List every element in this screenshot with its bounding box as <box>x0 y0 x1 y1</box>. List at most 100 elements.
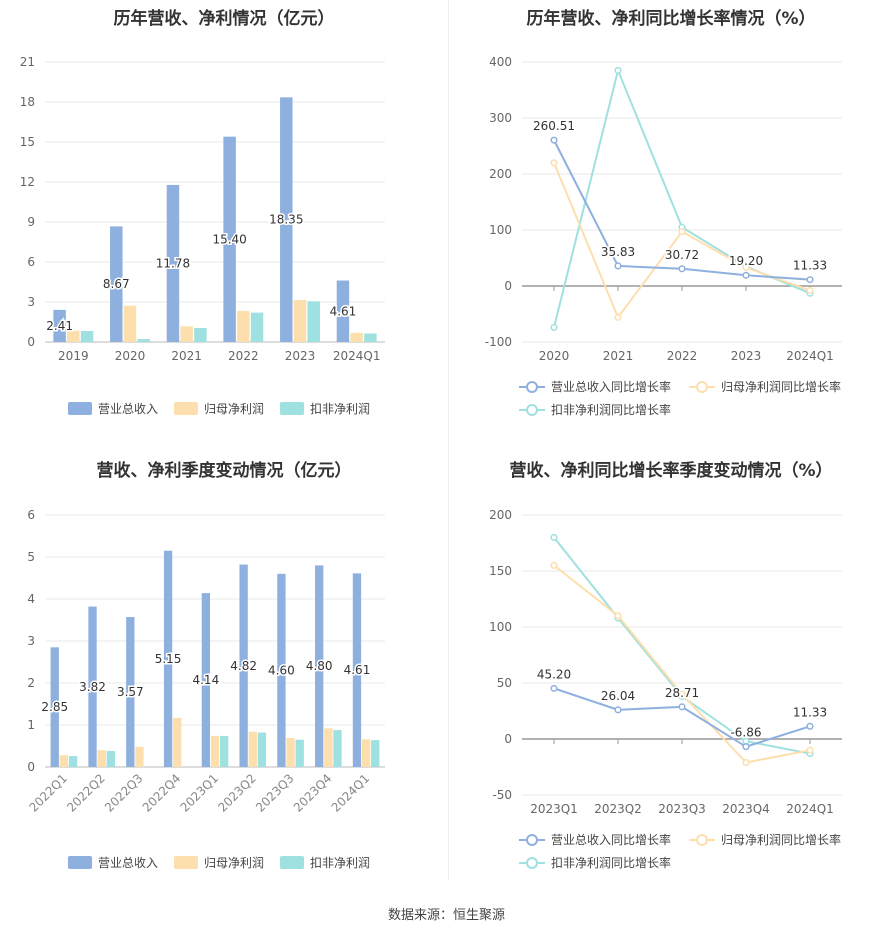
bar-revenue <box>223 136 236 342</box>
legend-label: 归母净利润同比增长率 <box>721 379 841 394</box>
y-tick-label: 0 <box>504 279 512 293</box>
data-label: 4.14 <box>192 673 219 687</box>
quarterly-revenue-profit-panel: 营收、净利季度变动情况（亿元） 0 1 2 3 4 5 6 2022Q1 2.85 2022Q2 3… <box>0 452 448 882</box>
bar-revenue <box>53 309 66 342</box>
x-tick-label: 2023Q4 <box>291 771 335 815</box>
data-label: 4.82 <box>230 659 257 673</box>
data-label: 28.71 <box>665 686 699 700</box>
data-label: 15.40 <box>212 232 246 246</box>
bar-deducted-profit <box>194 328 207 342</box>
x-tick-label: 2019 <box>58 349 89 363</box>
bar-deducted-profit <box>68 756 78 767</box>
legend-swatch <box>280 856 304 869</box>
series-point <box>806 746 814 754</box>
data-label: 19.20 <box>729 254 763 268</box>
chart-title: 营收、净利季度变动情况（亿元） <box>96 461 352 481</box>
center-divider <box>448 0 449 880</box>
x-tick-label: 2023Q1 <box>530 802 578 816</box>
x-tick-label: 2023 <box>731 349 762 363</box>
legend-swatch <box>68 402 92 415</box>
y-tick-label: 15 <box>20 135 35 149</box>
legend-label: 扣非净利润同比增长率 <box>551 402 671 417</box>
y-tick-label: 4 <box>27 592 35 606</box>
x-tick-label: 2024Q1 <box>333 349 381 363</box>
bar-revenue <box>201 593 211 767</box>
data-label: 18.35 <box>269 213 303 227</box>
legend-marker <box>526 381 538 393</box>
chart-title: 历年营收、净利情况（亿元） <box>113 9 335 29</box>
quarterly-growth-panel: 营收、净利同比增长率季度变动情况（%） -50 0 50 100 150 200 2023Q… <box>449 452 893 882</box>
bar-deducted-profit <box>80 331 94 342</box>
bar-net-profit <box>248 731 257 767</box>
legend-label: 扣非净利润 <box>310 402 370 416</box>
bar-deducted-profit <box>106 751 115 767</box>
bar-revenue <box>315 565 324 767</box>
bar-deducted-profit <box>250 312 264 342</box>
series-point <box>806 722 814 730</box>
data-label: 4.61 <box>344 663 371 677</box>
legend-marker <box>696 834 708 846</box>
bar-revenue <box>336 280 350 342</box>
series-point <box>550 684 558 692</box>
series-point <box>742 743 750 751</box>
annual-growth-chart: -100 0 100 200 300 400 2020 2021 2022 2023 2024Q1 2… <box>485 55 842 417</box>
chart-title: 营收、净利同比增长率季度变动情况（%） <box>509 461 833 481</box>
bar-net-profit <box>237 310 250 342</box>
y-tick-label: 18 <box>20 95 35 109</box>
series-point <box>550 561 558 569</box>
series-point <box>614 262 622 270</box>
series-point <box>550 533 558 541</box>
bar-net-profit <box>97 750 106 767</box>
annual-revenue-profit-chart: 0 3 6 9 12 15 18 21 2019 2.41 2020 8.67 2021 11.78 202… <box>20 55 385 416</box>
bar-deducted-profit <box>137 339 150 342</box>
y-tick-label: 400 <box>489 55 512 69</box>
legend-label: 营业总收入 <box>98 856 158 870</box>
x-tick-label: 2020 <box>539 349 570 363</box>
data-label: 4.61 <box>330 304 357 318</box>
x-tick-label: 2023Q3 <box>658 802 706 816</box>
series-point <box>614 66 622 74</box>
x-tick-label: 2023 <box>285 349 316 363</box>
series-point <box>614 612 622 620</box>
data-label: 8.67 <box>103 277 130 291</box>
data-label: 3.57 <box>117 685 144 699</box>
bar-deducted-profit <box>219 735 229 767</box>
series-point <box>614 706 622 714</box>
series-point <box>678 690 686 698</box>
y-tick-label: 100 <box>489 620 512 634</box>
bar-net-profit <box>67 330 80 342</box>
y-tick-label: 3 <box>27 295 35 309</box>
data-source: 数据来源：恒生聚源 <box>387 908 505 923</box>
bar-deducted-profit <box>295 739 304 767</box>
y-tick-label: 5 <box>27 550 35 564</box>
data-label: 2.41 <box>46 319 73 333</box>
data-label: 11.33 <box>793 705 827 719</box>
bar-revenue <box>163 550 173 767</box>
series-line-1 <box>553 162 811 320</box>
legend-label: 扣非净利润同比增长率 <box>551 855 671 870</box>
legend-marker <box>526 857 538 869</box>
series-point <box>550 323 558 331</box>
annual-growth-panel: 历年营收、净利同比增长率情况（%） -100 0 100 200 300 400 2020 2… <box>449 0 893 430</box>
legend-swatch <box>280 402 304 415</box>
legend-marker <box>696 381 708 393</box>
x-tick-label: 2022Q1 <box>26 771 70 815</box>
y-tick-label: -100 <box>485 335 512 349</box>
legend-marker <box>526 834 538 846</box>
bar-net-profit <box>173 717 182 767</box>
y-tick-label: 6 <box>27 255 35 269</box>
x-tick-label: 2022Q4 <box>140 771 184 815</box>
series-point <box>806 286 814 295</box>
y-tick-label: 0 <box>27 760 35 774</box>
bar-net-profit <box>350 332 363 342</box>
bar-net-profit <box>293 300 307 342</box>
bar-deducted-profit <box>364 333 377 342</box>
data-label: 4.60 <box>268 663 295 677</box>
bar-revenue <box>50 647 59 767</box>
data-label: 5.15 <box>155 652 182 666</box>
legend-label: 归母净利润同比增长率 <box>721 832 841 847</box>
bar-net-profit <box>286 738 295 767</box>
data-label: 260.51 <box>533 119 575 133</box>
series-point <box>550 159 558 167</box>
x-tick-label: 2022Q2 <box>64 771 108 815</box>
